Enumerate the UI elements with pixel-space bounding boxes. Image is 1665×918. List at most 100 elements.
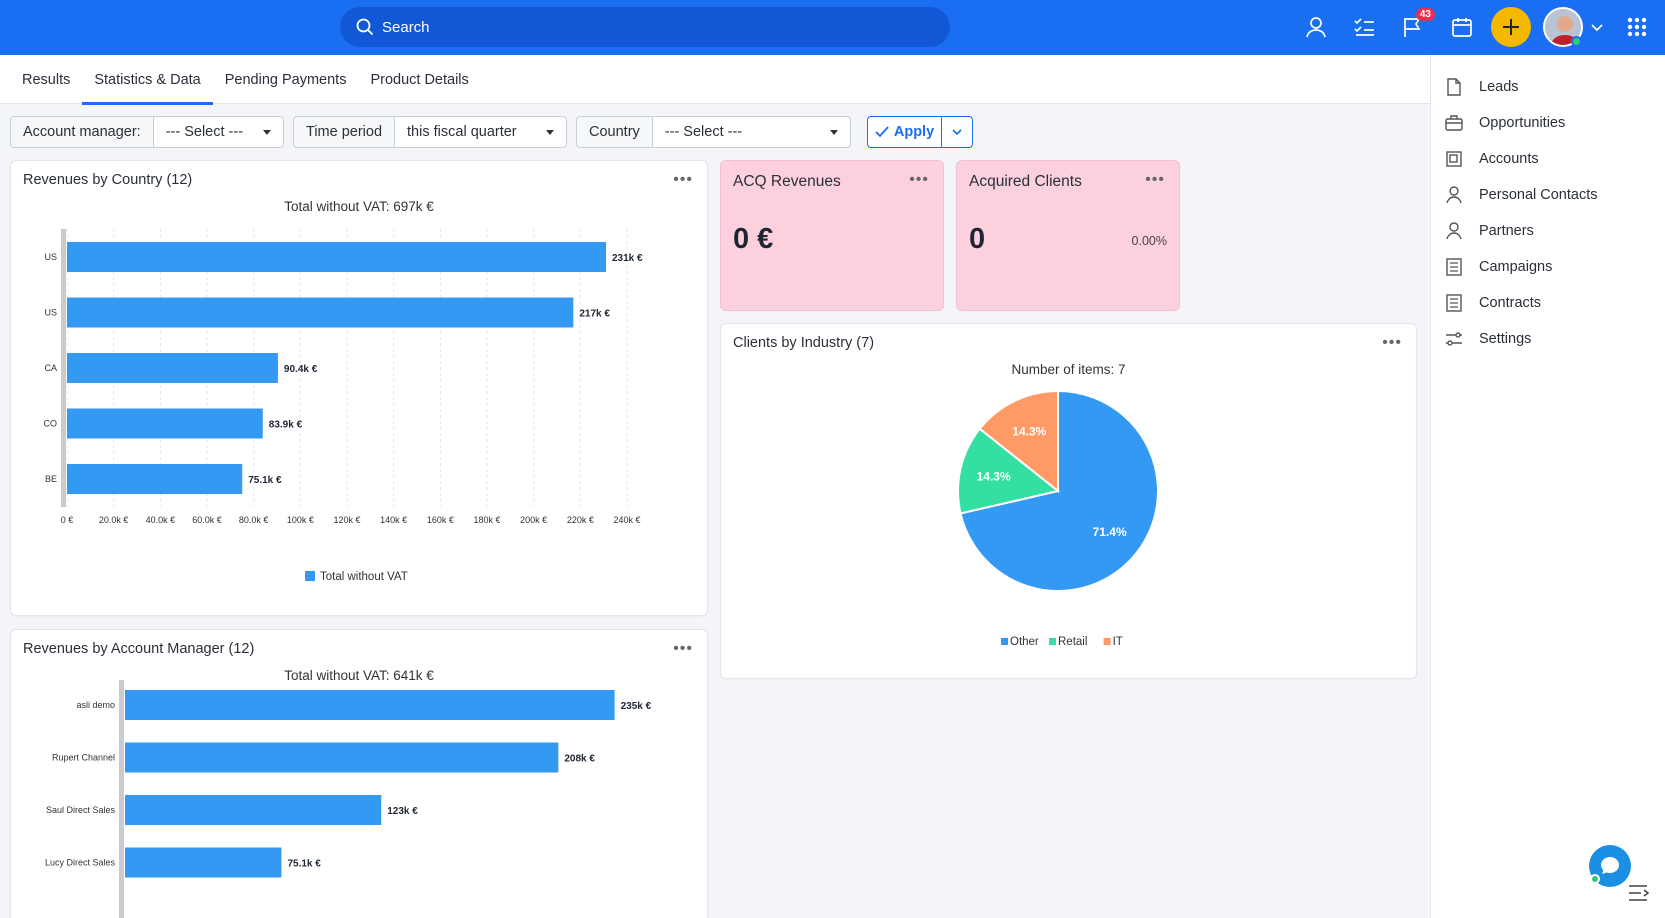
- country-select[interactable]: --- Select ---: [653, 117, 850, 147]
- bar-value-label: 208k €: [564, 754, 595, 765]
- x-tick-label: 40.0k €: [146, 515, 176, 525]
- x-tick-label: 80.0k €: [239, 515, 269, 525]
- bar: [125, 847, 282, 878]
- y-tick-label: Rupert Channel: [52, 753, 115, 763]
- sidebar-item-partners[interactable]: Partners: [1431, 213, 1665, 249]
- more-options-icon[interactable]: •••: [909, 171, 929, 188]
- chart-subtitle: Total without VAT: 697k €: [284, 199, 434, 214]
- sidebar-item-label: Campaigns: [1479, 259, 1553, 275]
- apply-button[interactable]: Apply: [867, 116, 942, 148]
- kpi-value: 0 €: [733, 223, 774, 255]
- apps-grid-icon[interactable]: [1624, 14, 1650, 40]
- sidebar-item-contracts[interactable]: Contracts: [1431, 285, 1665, 321]
- x-tick-label: 220k €: [567, 515, 594, 525]
- collapse-sidebar-icon[interactable]: [1628, 884, 1652, 902]
- chevron-down-icon[interactable]: [1584, 14, 1610, 40]
- tab-statistics-data[interactable]: Statistics & Data: [82, 55, 214, 105]
- tab-results[interactable]: Results: [22, 71, 71, 88]
- y-tick-label: Lucy Direct Sales: [45, 858, 116, 868]
- more-options-icon[interactable]: •••: [673, 171, 693, 188]
- x-tick-label: 100k €: [287, 515, 314, 525]
- bar: [125, 742, 559, 773]
- bar: [67, 408, 263, 439]
- pie-slice-label: 14.3%: [977, 469, 1011, 483]
- account-manager-select[interactable]: --- Select ---: [154, 117, 283, 147]
- account-manager-value: --- Select ---: [165, 124, 244, 140]
- more-options-icon[interactable]: •••: [1145, 171, 1165, 188]
- sidebar-item-label: Contracts: [1479, 295, 1542, 311]
- chart-subtitle: Number of items: 7: [1011, 362, 1126, 377]
- y-tick-label: BE: [45, 474, 57, 484]
- add-button[interactable]: [1491, 7, 1531, 47]
- tab-product-details[interactable]: Product Details: [370, 71, 469, 88]
- y-tick-label: CA: [44, 363, 57, 373]
- acquired-clients-card: Acquired Clients ••• 0 0.00%: [956, 160, 1180, 311]
- legend-label: Other: [1010, 636, 1039, 648]
- x-tick-label: 200k €: [520, 515, 547, 525]
- list-icon: [1445, 294, 1463, 312]
- sidebar-item-label: Accounts: [1479, 151, 1539, 167]
- kpi-percent: 0.00%: [1131, 234, 1167, 248]
- person-icon: [1445, 186, 1463, 204]
- bar-value-label: 217k €: [579, 309, 610, 320]
- more-options-icon[interactable]: •••: [1382, 334, 1402, 351]
- bar-value-label: 231k €: [612, 253, 643, 264]
- sidebar-item-label: Personal Contacts: [1479, 187, 1598, 203]
- sidebar-item-leads[interactable]: Leads: [1431, 69, 1665, 105]
- notifications-badge: 43: [1415, 8, 1435, 21]
- legend-swatch: [1001, 638, 1008, 645]
- avatar[interactable]: [1543, 7, 1583, 47]
- revenues-by-country-card: Revenues by Country (12) ••• Total witho…: [10, 160, 708, 616]
- time-period-value: this fiscal quarter: [407, 124, 517, 140]
- bar: [125, 690, 615, 720]
- x-tick-label: 20.0k €: [99, 515, 129, 525]
- plus-icon: [1503, 19, 1519, 35]
- time-period-filter: Time period this fiscal quarter: [293, 116, 567, 148]
- revenues-by-country-chart: 0 € 20.0k € 40.0k € 60.0k € 80.0k € 100k € 120…: [44, 229, 643, 583]
- pie-slice: [978, 389, 1059, 494]
- y-tick-label: Saul Direct Sales: [46, 805, 116, 815]
- flag-icon[interactable]: 43: [1399, 8, 1435, 40]
- chat-icon: [1601, 857, 1619, 874]
- chat-status-dot: [1590, 874, 1600, 884]
- user-icon[interactable]: [1303, 14, 1329, 40]
- more-options-icon[interactable]: •••: [673, 640, 693, 657]
- y-axis: [119, 680, 124, 918]
- time-period-label: Time period: [294, 117, 396, 147]
- sidebar-item-accounts[interactable]: Accounts: [1431, 141, 1665, 177]
- revenues-by-account-manager-card: Revenues by Account Manager (12) ••• Tot…: [10, 629, 708, 918]
- top-bar: Search 43: [0, 0, 1665, 55]
- legend-label: Total without VAT: [320, 571, 408, 583]
- tasks-icon[interactable]: [1351, 14, 1377, 40]
- bar: [67, 297, 574, 328]
- sidebar-item-campaigns[interactable]: Campaigns: [1431, 249, 1665, 285]
- time-period-select[interactable]: this fiscal quarter: [395, 117, 566, 147]
- search-input[interactable]: Search: [340, 7, 950, 47]
- bar: [67, 242, 606, 272]
- sidebar-item-personal-contacts[interactable]: Personal Contacts: [1431, 177, 1665, 213]
- y-axis: [61, 229, 66, 507]
- y-tick-label: US: [44, 252, 57, 262]
- sliders-icon: [1445, 330, 1463, 348]
- tab-pending-payments[interactable]: Pending Payments: [224, 71, 347, 88]
- bar-value-label: 75.1k €: [287, 859, 321, 870]
- document-icon: [1445, 78, 1463, 96]
- legend-label: IT: [1113, 636, 1123, 648]
- apply-options-button[interactable]: [941, 116, 973, 148]
- revenues-by-account-manager-chart: asli demo 235k € Rupert Channel 208k € Saul …: [45, 680, 652, 918]
- sidebar-item-opportunities[interactable]: Opportunities: [1431, 105, 1665, 141]
- sidebar-item-label: Leads: [1479, 79, 1519, 95]
- y-tick-label: US: [44, 308, 57, 318]
- calendar-icon[interactable]: [1449, 14, 1475, 40]
- kpi-value: 0: [969, 223, 986, 255]
- clients-by-industry-chart: 71.4% 14.3% 14.3% Other Retail IT: [957, 389, 1159, 648]
- caret-down-icon: [263, 129, 271, 135]
- apply-label: Apply: [893, 124, 935, 140]
- accounts-icon: [1445, 150, 1463, 168]
- bar-value-label: 123k €: [387, 806, 418, 817]
- kpi-title: ACQ Revenues: [733, 173, 841, 190]
- card-title: Revenues by Account Manager (12): [23, 641, 255, 657]
- y-tick-label: CO: [44, 419, 58, 429]
- sidebar-item-settings[interactable]: Settings: [1431, 321, 1665, 357]
- bar: [125, 795, 382, 825]
